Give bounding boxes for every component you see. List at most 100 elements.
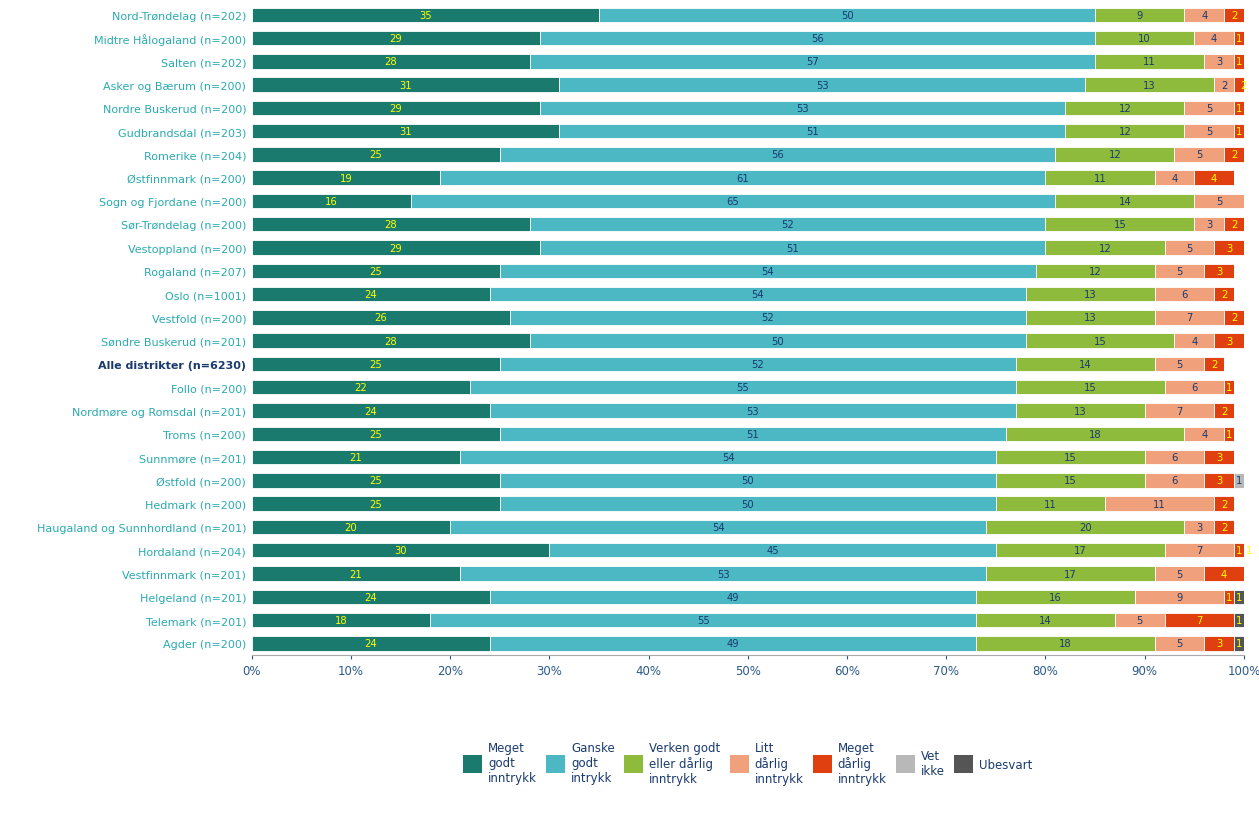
- Bar: [1165, 543, 1234, 558]
- Text: 54: 54: [752, 290, 764, 300]
- Bar: [996, 543, 1165, 558]
- Text: 51: 51: [747, 429, 759, 439]
- Text: 3: 3: [1226, 337, 1233, 346]
- Bar: [1224, 8, 1244, 23]
- Bar: [252, 520, 451, 535]
- Text: 1: 1: [1236, 639, 1243, 649]
- Text: 3: 3: [1216, 57, 1222, 67]
- Bar: [431, 613, 976, 627]
- Bar: [540, 32, 1095, 46]
- Bar: [1214, 334, 1244, 348]
- Text: 24: 24: [365, 592, 378, 602]
- Text: 3: 3: [1216, 266, 1222, 277]
- Bar: [1204, 450, 1234, 464]
- Text: 4: 4: [1201, 429, 1207, 439]
- Bar: [252, 427, 500, 441]
- Text: 61: 61: [737, 174, 749, 183]
- Text: 1: 1: [1236, 34, 1243, 44]
- Bar: [540, 102, 1065, 116]
- Text: 5: 5: [1206, 127, 1212, 137]
- Bar: [451, 520, 986, 535]
- Bar: [1214, 520, 1234, 535]
- Bar: [252, 32, 540, 46]
- Bar: [1204, 265, 1234, 278]
- Text: 12: 12: [1108, 150, 1122, 161]
- Text: 52: 52: [781, 220, 794, 230]
- Bar: [996, 450, 1144, 464]
- Text: 51: 51: [806, 127, 818, 137]
- Text: 12: 12: [1118, 104, 1132, 114]
- Text: 6: 6: [1181, 290, 1187, 300]
- Text: 50: 50: [772, 337, 784, 346]
- Bar: [1006, 427, 1185, 441]
- Text: 15: 15: [1094, 337, 1107, 346]
- Bar: [252, 404, 490, 419]
- Bar: [252, 8, 599, 23]
- Bar: [1195, 195, 1244, 209]
- Text: 5: 5: [1196, 150, 1202, 161]
- Bar: [1234, 543, 1244, 558]
- Bar: [252, 590, 490, 604]
- Text: 55: 55: [737, 382, 749, 393]
- Bar: [252, 102, 540, 116]
- Bar: [1045, 218, 1195, 233]
- Bar: [1195, 32, 1234, 46]
- Text: 14: 14: [1079, 360, 1092, 369]
- Text: 1: 1: [1236, 615, 1243, 626]
- Bar: [1045, 241, 1165, 256]
- Text: 2: 2: [1221, 80, 1228, 90]
- Bar: [1065, 124, 1185, 139]
- Bar: [252, 171, 441, 186]
- Bar: [1214, 497, 1234, 511]
- Text: 31: 31: [399, 127, 412, 137]
- Text: 2: 2: [1231, 150, 1238, 161]
- Text: 16: 16: [1049, 592, 1061, 602]
- Bar: [1155, 311, 1224, 325]
- Text: 54: 54: [762, 266, 774, 277]
- Bar: [252, 636, 490, 651]
- Bar: [1134, 590, 1224, 604]
- Bar: [530, 218, 1045, 233]
- Bar: [460, 567, 986, 581]
- Bar: [1144, 473, 1204, 488]
- Bar: [252, 124, 559, 139]
- Text: 18: 18: [1059, 639, 1071, 649]
- Bar: [1095, 32, 1195, 46]
- Text: 13: 13: [1143, 80, 1156, 90]
- Bar: [1185, 8, 1224, 23]
- Bar: [1195, 218, 1224, 233]
- Text: 5: 5: [1176, 360, 1182, 369]
- Text: 5: 5: [1216, 197, 1222, 206]
- Text: 10: 10: [1138, 34, 1151, 44]
- Text: 57: 57: [806, 57, 818, 67]
- Text: 2: 2: [1231, 313, 1238, 323]
- Bar: [1026, 311, 1155, 325]
- Bar: [1175, 148, 1224, 162]
- Bar: [252, 241, 540, 256]
- Bar: [1165, 241, 1214, 256]
- Bar: [1224, 590, 1234, 604]
- Bar: [530, 334, 1026, 348]
- Text: 56: 56: [772, 150, 784, 161]
- Bar: [490, 590, 976, 604]
- Text: 19: 19: [340, 174, 353, 183]
- Bar: [1234, 55, 1244, 70]
- Text: 53: 53: [816, 80, 828, 90]
- Text: 50: 50: [742, 476, 754, 486]
- Text: 15: 15: [1064, 476, 1076, 486]
- Text: 2: 2: [1231, 220, 1238, 230]
- Bar: [1204, 636, 1234, 651]
- Text: 4: 4: [1201, 11, 1207, 20]
- Text: 7: 7: [1176, 406, 1182, 416]
- Bar: [490, 404, 1016, 419]
- Bar: [252, 357, 500, 372]
- Text: 9: 9: [1137, 11, 1143, 20]
- Text: 15: 15: [1064, 453, 1076, 463]
- Text: 50: 50: [742, 499, 754, 509]
- Text: 30: 30: [394, 545, 407, 555]
- Text: 18: 18: [1089, 429, 1102, 439]
- Bar: [1234, 636, 1244, 651]
- Text: 29: 29: [389, 243, 402, 253]
- Bar: [1224, 218, 1244, 233]
- Bar: [1095, 55, 1204, 70]
